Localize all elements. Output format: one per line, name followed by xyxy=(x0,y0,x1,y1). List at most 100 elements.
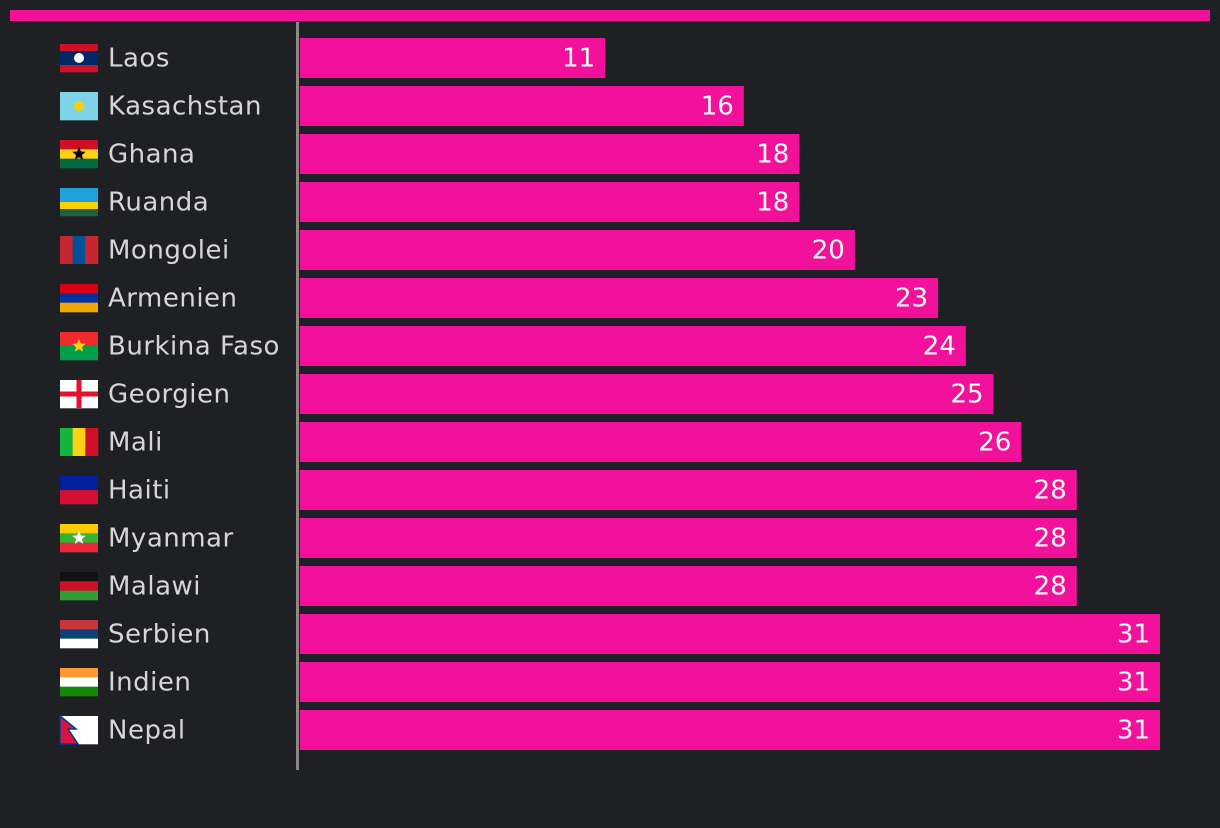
flag-emblem xyxy=(60,391,98,397)
flag xyxy=(60,236,99,264)
flag-stripe xyxy=(60,524,98,534)
top-accent xyxy=(10,10,1210,21)
value-label: 31 xyxy=(1117,716,1150,746)
flag xyxy=(60,620,98,649)
bar xyxy=(300,134,800,174)
flag-stripe xyxy=(85,236,99,264)
category-label: Armenien xyxy=(108,284,238,314)
flag xyxy=(60,140,98,169)
flag-stripe xyxy=(60,284,98,294)
category-label: Haiti xyxy=(108,476,171,506)
flag-stripe xyxy=(60,44,98,52)
category-label: Ghana xyxy=(108,140,195,170)
flag-stripe xyxy=(60,490,98,505)
category-label: Ruanda xyxy=(108,188,209,218)
category-label: Laos xyxy=(108,44,170,74)
category-label: Indien xyxy=(108,668,191,698)
flag-emblem xyxy=(74,101,84,111)
flag xyxy=(60,668,98,697)
value-label: 28 xyxy=(1034,524,1067,554)
bar xyxy=(300,614,1160,654)
flag-stripe xyxy=(60,629,98,639)
category-label: Malawi xyxy=(108,572,201,602)
flag-stripe xyxy=(60,668,98,678)
bar xyxy=(300,278,939,318)
flag-stripe xyxy=(60,302,98,313)
category-label: Serbien xyxy=(108,620,211,650)
flag xyxy=(60,284,98,313)
flag xyxy=(60,572,98,601)
value-label: 11 xyxy=(562,44,595,74)
value-label: 18 xyxy=(756,140,789,170)
category-label: Mongolei xyxy=(108,236,230,266)
flag-emblem xyxy=(72,339,86,352)
flag xyxy=(60,332,98,361)
flag-emblem xyxy=(72,531,86,544)
category-label: Nepal xyxy=(108,716,186,746)
bar xyxy=(300,374,994,414)
bar xyxy=(300,86,744,126)
flag-stripe xyxy=(60,572,98,582)
flag-stripe xyxy=(60,677,98,687)
flag-stripe xyxy=(60,188,98,203)
bar xyxy=(300,38,606,78)
value-label: 25 xyxy=(950,380,983,410)
value-label: 26 xyxy=(978,428,1011,458)
value-label: 16 xyxy=(701,92,734,122)
bar xyxy=(300,566,1077,606)
bar xyxy=(300,470,1077,510)
flag-stripe xyxy=(60,202,98,210)
flag xyxy=(60,380,98,409)
category-label: Burkina Faso xyxy=(108,332,280,362)
flag-emblem xyxy=(74,53,84,63)
flag xyxy=(60,524,98,553)
flag-stripe xyxy=(60,620,98,630)
bar xyxy=(300,422,1022,462)
flag-stripe xyxy=(60,140,98,150)
category-label: Myanmar xyxy=(108,524,234,554)
flag-stripe xyxy=(60,686,98,697)
bar xyxy=(300,518,1077,558)
value-label: 31 xyxy=(1117,620,1150,650)
bar xyxy=(300,326,966,366)
flag-stripe xyxy=(85,428,99,456)
flag xyxy=(60,476,98,505)
value-label: 18 xyxy=(756,188,789,218)
flag-stripe xyxy=(60,476,98,491)
value-label: 24 xyxy=(923,332,956,362)
value-label: 28 xyxy=(1034,476,1067,506)
value-label: 28 xyxy=(1034,572,1067,602)
flag-stripe xyxy=(60,293,98,303)
value-label: 31 xyxy=(1117,668,1150,698)
flag-stripe xyxy=(60,346,98,361)
flag-stripe xyxy=(60,236,73,264)
bar xyxy=(300,662,1160,702)
value-label: 23 xyxy=(895,284,928,314)
category-label: Mali xyxy=(108,428,163,458)
flag xyxy=(60,92,98,121)
flag xyxy=(60,428,99,456)
flag xyxy=(60,44,98,73)
flag-stripe xyxy=(60,158,98,169)
bar xyxy=(300,182,800,222)
bar xyxy=(300,230,855,270)
flag-stripe xyxy=(60,428,73,456)
flag xyxy=(60,188,98,217)
flag-stripe xyxy=(60,65,98,73)
flag-stripe xyxy=(72,236,86,264)
flag-stripe xyxy=(72,428,86,456)
flag-emblem xyxy=(72,147,86,160)
value-label: 20 xyxy=(812,236,845,266)
category-label: Kasachstan xyxy=(108,92,262,122)
flag-stripe xyxy=(60,581,98,591)
flag-stripe xyxy=(60,590,98,601)
flag xyxy=(59,714,98,745)
category-label: Georgien xyxy=(108,380,231,410)
flag-stripe xyxy=(60,209,98,217)
bar xyxy=(300,710,1160,750)
flag-stripe xyxy=(60,638,98,649)
flag-emblem xyxy=(59,714,80,745)
flag-stripe xyxy=(60,542,98,553)
